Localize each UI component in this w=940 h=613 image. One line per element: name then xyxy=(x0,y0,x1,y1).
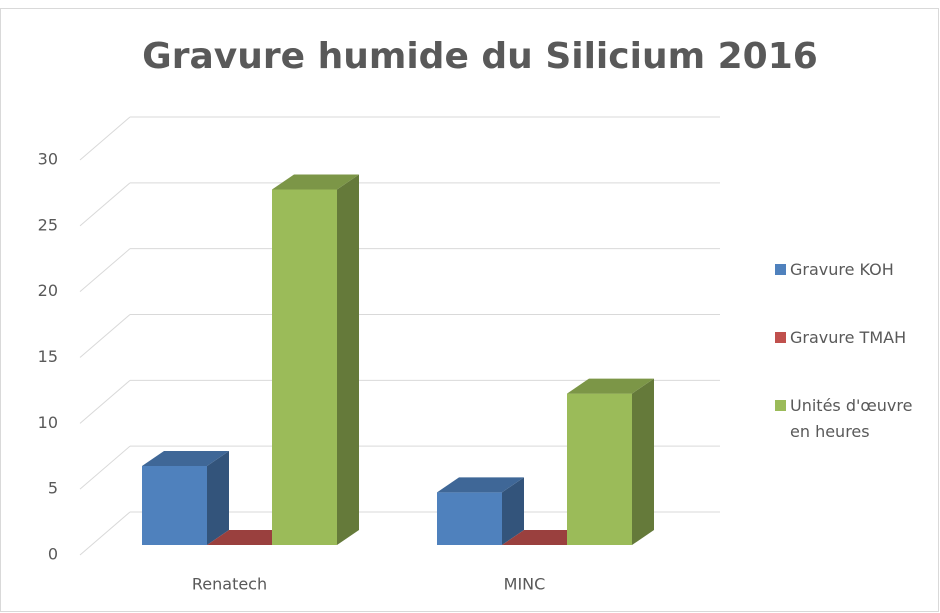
y-tick-label: 30 xyxy=(38,150,58,169)
legend-label: Gravure TMAH xyxy=(790,328,907,347)
bar xyxy=(272,189,337,545)
grid-line xyxy=(79,182,131,227)
x-tick-label: MINC xyxy=(504,575,546,594)
legend-item: Gravure TMAH xyxy=(775,325,935,351)
bar-top xyxy=(437,477,524,493)
legend-swatch xyxy=(775,400,786,411)
legend-item: Unités d'œuvre en heures xyxy=(775,393,935,445)
bar-side xyxy=(207,451,229,545)
bar-top xyxy=(272,174,359,190)
legend-swatch xyxy=(775,332,786,343)
legend-item: Gravure KOH xyxy=(775,257,935,283)
legend-label: Gravure KOH xyxy=(790,260,894,279)
chart-title: Gravure humide du Silicium 2016 xyxy=(142,36,818,77)
y-tick-label: 25 xyxy=(38,215,58,234)
bar xyxy=(142,466,207,545)
bar xyxy=(567,393,632,545)
legend-label: Unités d'œuvre en heures xyxy=(790,396,913,441)
y-tick-label: 20 xyxy=(38,281,58,300)
grid-line xyxy=(79,511,131,556)
bar-side xyxy=(337,174,359,545)
bar-side xyxy=(502,477,524,545)
bar xyxy=(437,492,502,545)
grid-line xyxy=(79,248,131,293)
grid-line xyxy=(79,445,131,490)
y-tick-label: 15 xyxy=(38,347,58,366)
bar-top xyxy=(567,378,654,394)
bar-top xyxy=(142,451,229,466)
y-tick-label: 10 xyxy=(38,413,58,432)
grid-line xyxy=(79,379,131,424)
grid-line xyxy=(79,314,131,358)
bar-side xyxy=(632,378,654,545)
y-tick-label: 0 xyxy=(48,545,58,564)
grid-line xyxy=(79,116,131,161)
y-tick-label: 5 xyxy=(48,479,58,498)
x-tick-label: Renatech xyxy=(192,575,267,594)
legend-swatch xyxy=(775,264,786,275)
